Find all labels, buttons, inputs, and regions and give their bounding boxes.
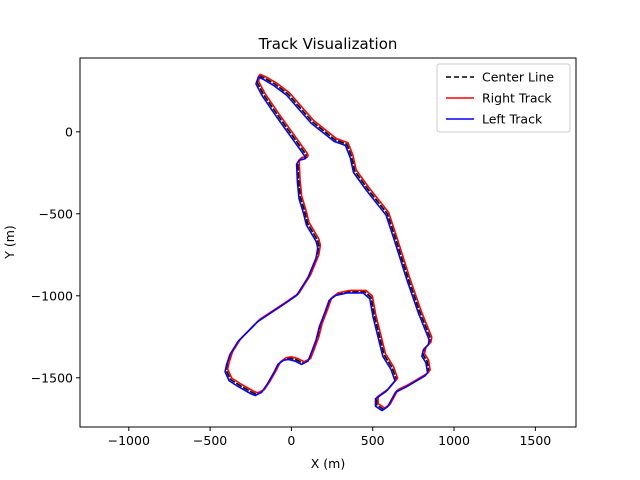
series-group [224,73,433,412]
x-tick-label: 0 [287,433,295,448]
x-tick-label: 1000 [438,433,470,448]
legend-box [436,63,571,133]
series-line-right-track [226,73,433,409]
legend-label: Center Line [482,70,554,85]
series-line-left-track [224,76,430,412]
x-tick-label: −500 [193,433,227,448]
legend: Center Line Right Track Left Track [436,63,571,133]
y-axis-label: Y (m) [2,225,17,260]
x-axis: −1000 −500 0 500 1000 1500 [108,427,551,448]
y-tick-label: −1500 [31,370,73,385]
axes-frame [79,57,577,428]
legend-label: Right Track [482,91,552,106]
plot-area [224,73,433,412]
y-tick-label: −500 [39,206,73,221]
x-tick-label: 1500 [519,433,551,448]
chart-title: Track Visualization [258,35,398,53]
y-tick-label: 0 [65,124,73,139]
y-tick-label: −1000 [31,288,73,303]
x-tick-label: −1000 [108,433,150,448]
y-axis: 0 −500 −1000 −1500 [31,124,80,385]
x-axis-label: X (m) [311,456,345,471]
x-tick-label: 500 [361,433,385,448]
legend-label: Left Track [482,112,543,127]
